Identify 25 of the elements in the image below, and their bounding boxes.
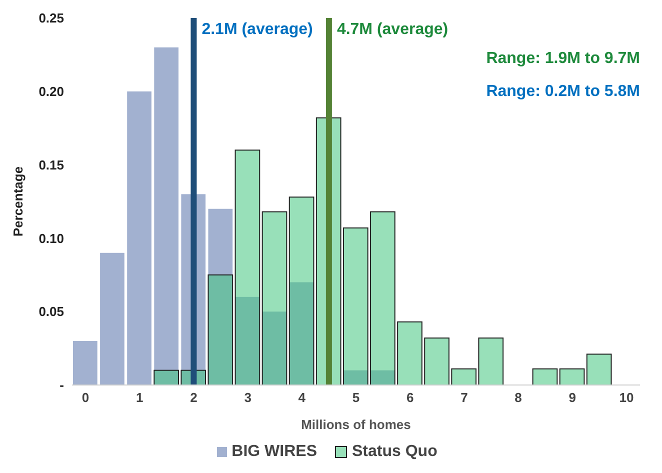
ref-line-label: 2.1M (average)	[202, 21, 313, 38]
x-tick-label: 0	[82, 390, 90, 406]
y-tick-label: 0.20	[38, 84, 64, 100]
annotation: Range: 1.9M to 9.7M	[486, 50, 640, 68]
x-tick-label: 2	[190, 390, 198, 406]
annotation: Range: 0.2M to 5.8M	[486, 83, 640, 101]
x-tick-label: 5	[352, 390, 360, 406]
y-axis-title: Percentage	[10, 166, 26, 237]
x-tick-label: 7	[460, 390, 468, 406]
y-tick-label: 0.05	[38, 304, 64, 320]
x-tick-label: 1	[136, 390, 144, 406]
legend-label: BIG WIRES	[230, 443, 317, 461]
legend-label: Status Quo	[351, 443, 438, 461]
x-tick-label: 3	[244, 390, 252, 406]
ref-line-label: 4.7M (average)	[336, 21, 448, 38]
x-tick-label: 8	[514, 390, 522, 406]
y-tick-label: 0.15	[38, 157, 64, 172]
x-tick-label: 9	[568, 390, 576, 406]
y-tick-label: 0.10	[38, 230, 64, 246]
x-axis-title: Millions of homes	[301, 417, 411, 432]
y-tick-label: -	[60, 378, 64, 393]
y-tick-label: 0.25	[38, 10, 64, 26]
x-tick-label: 4	[298, 390, 306, 406]
x-tick-label: 6	[406, 390, 414, 406]
x-tick-label: 10	[619, 390, 634, 406]
